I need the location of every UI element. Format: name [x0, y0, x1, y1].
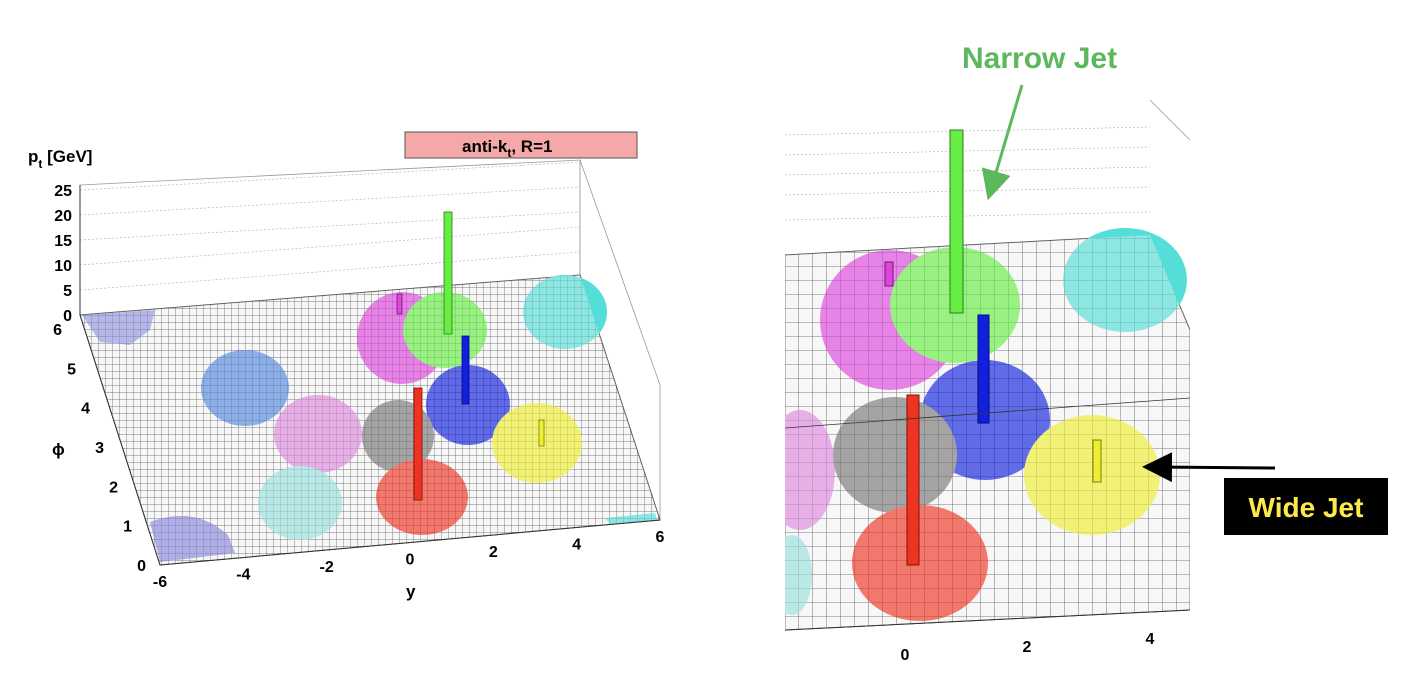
zoom-z-gridline — [785, 166, 1151, 176]
tower-yellow — [538, 419, 545, 447]
zoom-z-gridline — [785, 211, 1151, 221]
z-tick-label: 25 — [54, 183, 72, 200]
z-gridline — [79, 211, 581, 241]
left-panel: 0 5 10 15 20 25 pt [GeV] 0 1 2 3 4 5 6 ϕ -6 -4 -2 0 2 4 6… — [28, 131, 665, 601]
z-axis-label: pt [GeV] — [28, 147, 92, 171]
z-gridline — [79, 186, 581, 216]
wide-jet-box — [1224, 478, 1388, 535]
phi-tick-label: 4 — [81, 401, 90, 418]
title-box — [404, 131, 638, 159]
narrow-jet-arrow — [981, 84, 1024, 201]
tower-magenta — [396, 293, 403, 315]
z-axis: 0 5 10 15 20 25 — [54, 183, 72, 325]
phi-tick-label: 3 — [95, 440, 104, 457]
phi-tick-label: 6 — [53, 322, 62, 339]
zoom-z-gridlines — [785, 126, 1151, 221]
narrow-jet-label: Narrow Jet — [962, 42, 1117, 75]
phi-tick-label: 2 — [109, 479, 118, 496]
zoom-y-tick-label: 0 — [901, 647, 910, 664]
tower-green — [443, 211, 453, 335]
phi-tick-label: 5 — [67, 361, 76, 378]
phi-axis: 0 1 2 3 4 5 6 — [53, 322, 146, 575]
tower-red — [413, 387, 423, 501]
zoom-tower-red — [906, 394, 920, 566]
phi-tick-label: 0 — [137, 558, 146, 575]
lego-floor-overlay — [80, 275, 660, 565]
z-tick-label: 10 — [54, 258, 72, 275]
y-tick-label: -6 — [153, 574, 167, 591]
z-tick-label: 20 — [54, 208, 72, 225]
zoom-tower-magenta — [884, 261, 894, 287]
y-tick-label: 4 — [572, 537, 581, 554]
y-axis-label: y — [406, 582, 416, 601]
y-tick-label: -2 — [320, 559, 334, 576]
zoom-back-wall — [785, 100, 1150, 255]
zoom-z-gridline — [785, 146, 1151, 156]
phi-tick-label: 1 — [123, 519, 132, 536]
phi-axis-label: ϕ — [52, 440, 65, 459]
z-tick-label: 5 — [63, 283, 72, 300]
y-tick-label: 0 — [406, 552, 415, 569]
zoom-tower-blue — [977, 314, 990, 424]
z-gridlines — [79, 161, 581, 291]
z-tick-label: 15 — [54, 233, 72, 250]
zoom-y-tick-label: 2 — [1023, 639, 1032, 656]
zoom-y-tick-label: 4 — [1146, 631, 1155, 648]
y-tick-label: -4 — [236, 567, 250, 584]
zoom-z-gridline — [785, 186, 1151, 196]
y-tick-label: 2 — [489, 544, 498, 561]
narrow-jet-annotation: Narrow Jet — [962, 42, 1117, 201]
zoom-tower-green — [949, 129, 964, 314]
y-axis: -6 -4 -2 0 2 4 6 — [153, 529, 665, 591]
z-tick-label: 0 — [63, 308, 72, 325]
zoom-y-axis: 0 2 4 — [901, 631, 1155, 664]
chart-title: anti-kt, R=1 — [462, 137, 552, 160]
jet-towers — [396, 211, 545, 501]
wide-jet-label: Wide Jet — [1249, 492, 1364, 523]
zoom-tower-yellow — [1092, 439, 1102, 483]
z-gridline — [79, 161, 581, 191]
z-gridline — [79, 251, 581, 291]
tower-blue — [461, 335, 470, 405]
wide-jet-arrow — [1142, 452, 1276, 483]
right-panel-zoom — [785, 99, 1190, 631]
wide-jet-annotation: Wide Jet — [1142, 452, 1388, 535]
zoom-z-gridline — [785, 126, 1151, 136]
zoom-towers — [884, 129, 1102, 566]
y-tick-label: 6 — [656, 529, 665, 546]
z-gridline — [79, 226, 581, 266]
